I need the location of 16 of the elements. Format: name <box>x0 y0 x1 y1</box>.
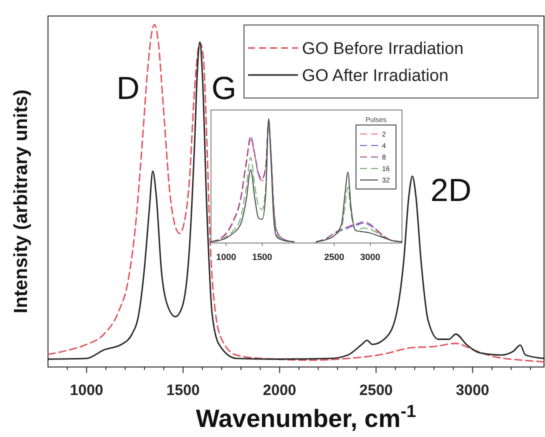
x-tick-label: 3000 <box>456 382 490 399</box>
x-tick-label: 1000 <box>70 382 104 399</box>
x-tick-label: 2500 <box>359 382 393 399</box>
annotation: D <box>116 70 140 106</box>
x-tick-label: 3000 <box>360 252 380 262</box>
x-tick-label: 1500 <box>252 252 272 262</box>
x-tick-label: 1000 <box>216 252 236 262</box>
annotation: 2D <box>430 172 472 208</box>
legend-label: GO Before Irradiation <box>302 38 464 58</box>
x-tick-label: 2000 <box>262 382 296 399</box>
annotation: G <box>212 70 236 106</box>
legend-label: GO After Irradiation <box>302 66 448 85</box>
x-tick-label: 1500 <box>166 382 200 399</box>
x-axis-title: Wavenumber, cm$^{-1}$ <box>196 401 416 433</box>
y-axis-title: Intensity (arbitrary units) <box>11 90 32 314</box>
x-tick-label: 2500 <box>324 252 344 262</box>
